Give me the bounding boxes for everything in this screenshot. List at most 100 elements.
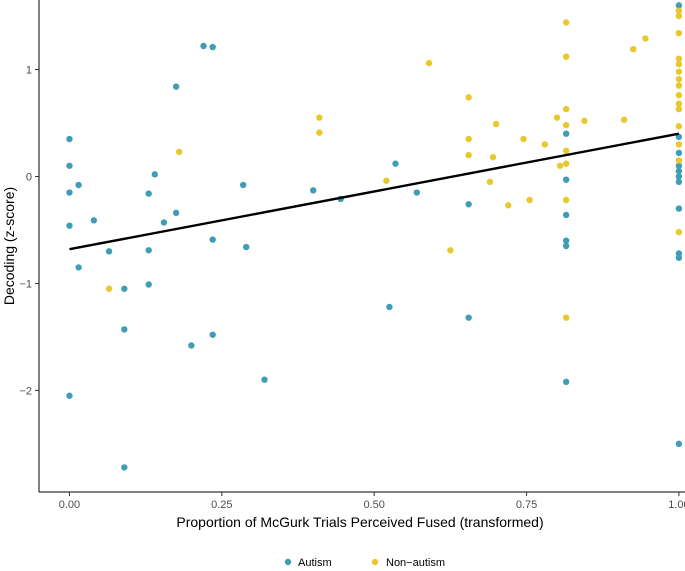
data-point-0 <box>675 205 683 212</box>
data-points <box>66 2 683 471</box>
data-point-0 <box>145 281 152 288</box>
data-point-0 <box>413 189 421 196</box>
data-point-0 <box>465 314 472 321</box>
y-ticks: −2 −1 0 1 <box>19 65 39 397</box>
data-point-1 <box>465 135 472 143</box>
data-point-0 <box>66 222 73 229</box>
data-point-0 <box>66 392 73 399</box>
regression-fit <box>69 132 680 251</box>
data-point-0 <box>675 178 683 186</box>
legend-label: Autism <box>298 557 332 569</box>
data-point-0 <box>675 167 683 175</box>
data-point-1 <box>562 105 570 113</box>
data-point-1 <box>316 114 323 121</box>
data-point-0 <box>121 326 128 333</box>
data-point-0 <box>75 264 82 271</box>
data-point-0 <box>562 242 570 250</box>
data-point-1 <box>489 154 497 161</box>
data-point-0 <box>66 135 73 143</box>
data-point-1 <box>620 116 628 123</box>
data-point-1 <box>675 91 683 99</box>
data-point-1 <box>675 228 683 236</box>
data-point-0 <box>675 162 683 169</box>
data-point-1 <box>383 177 390 184</box>
data-point-0 <box>243 243 250 251</box>
data-point-1 <box>505 202 512 209</box>
data-point-1 <box>562 196 570 204</box>
data-point-0 <box>172 209 180 217</box>
data-point-1 <box>526 196 533 204</box>
data-point-1 <box>562 121 570 129</box>
data-point-1 <box>675 157 683 164</box>
data-point-1 <box>520 135 527 143</box>
legend-marker <box>284 558 292 566</box>
data-point-1 <box>105 285 113 292</box>
data-point-1 <box>675 7 683 14</box>
y-axis-title: Decoding (z-score) <box>1 187 17 305</box>
x-tick-label: 0.75 <box>516 499 537 511</box>
data-point-1 <box>675 75 683 83</box>
data-point-1 <box>675 68 683 75</box>
data-point-0 <box>261 376 268 383</box>
data-point-1 <box>675 60 683 68</box>
regression-line <box>69 132 680 251</box>
data-point-1 <box>675 82 683 89</box>
x-ticks: 0.00 0.25 0.50 0.75 1.00 <box>59 492 685 511</box>
data-point-0 <box>675 173 683 180</box>
data-point-0 <box>675 440 683 448</box>
y-tick-label: 1 <box>26 65 32 77</box>
data-point-0 <box>145 190 152 197</box>
data-point-0 <box>562 176 570 183</box>
data-point-0 <box>239 181 247 189</box>
data-point-0 <box>386 303 393 311</box>
data-point-0 <box>209 43 216 51</box>
data-point-0 <box>121 464 128 471</box>
legend: Autism Non−autism <box>284 557 445 569</box>
legend-marker <box>371 558 379 566</box>
data-point-0 <box>66 189 73 196</box>
data-point-1 <box>629 46 637 53</box>
data-point-1 <box>553 114 561 121</box>
data-point-1 <box>675 105 683 113</box>
data-point-0 <box>562 378 570 386</box>
data-point-0 <box>310 187 317 194</box>
data-point-0 <box>188 342 195 349</box>
data-point-1 <box>642 35 649 42</box>
data-point-0 <box>121 285 128 292</box>
x-tick-label: 0.25 <box>211 499 232 511</box>
data-point-0 <box>66 162 73 169</box>
data-point-0 <box>90 217 98 224</box>
data-point-0 <box>160 219 168 226</box>
data-point-0 <box>675 149 683 157</box>
data-point-0 <box>151 171 158 178</box>
data-point-0 <box>209 236 216 243</box>
data-point-1 <box>675 100 683 107</box>
data-point-1 <box>675 123 683 130</box>
data-point-0 <box>562 237 570 244</box>
data-point-1 <box>675 141 683 148</box>
data-point-1 <box>581 117 588 125</box>
data-point-1 <box>562 147 570 155</box>
data-point-0 <box>562 130 570 137</box>
x-tick-label: 0.50 <box>363 499 384 511</box>
data-point-0 <box>209 331 216 338</box>
data-point-1 <box>675 55 683 63</box>
data-point-1 <box>562 160 570 167</box>
data-point-0 <box>75 181 82 189</box>
data-point-1 <box>541 141 549 148</box>
legend-label: Non−autism <box>386 557 445 569</box>
data-point-1 <box>492 120 500 128</box>
x-tick-label: 1.00 <box>668 499 685 511</box>
data-point-1 <box>675 12 683 20</box>
data-point-1 <box>556 162 564 169</box>
data-point-1 <box>486 178 494 186</box>
data-point-1 <box>562 314 570 321</box>
x-axis-title: Proportion of McGurk Trials Perceived Fu… <box>176 514 543 530</box>
data-point-0 <box>675 254 683 261</box>
data-point-1 <box>562 19 570 26</box>
y-tick-label: 0 <box>26 171 32 183</box>
data-point-1 <box>465 94 472 101</box>
data-point-0 <box>675 133 683 141</box>
y-tick-label: −1 <box>19 278 32 290</box>
